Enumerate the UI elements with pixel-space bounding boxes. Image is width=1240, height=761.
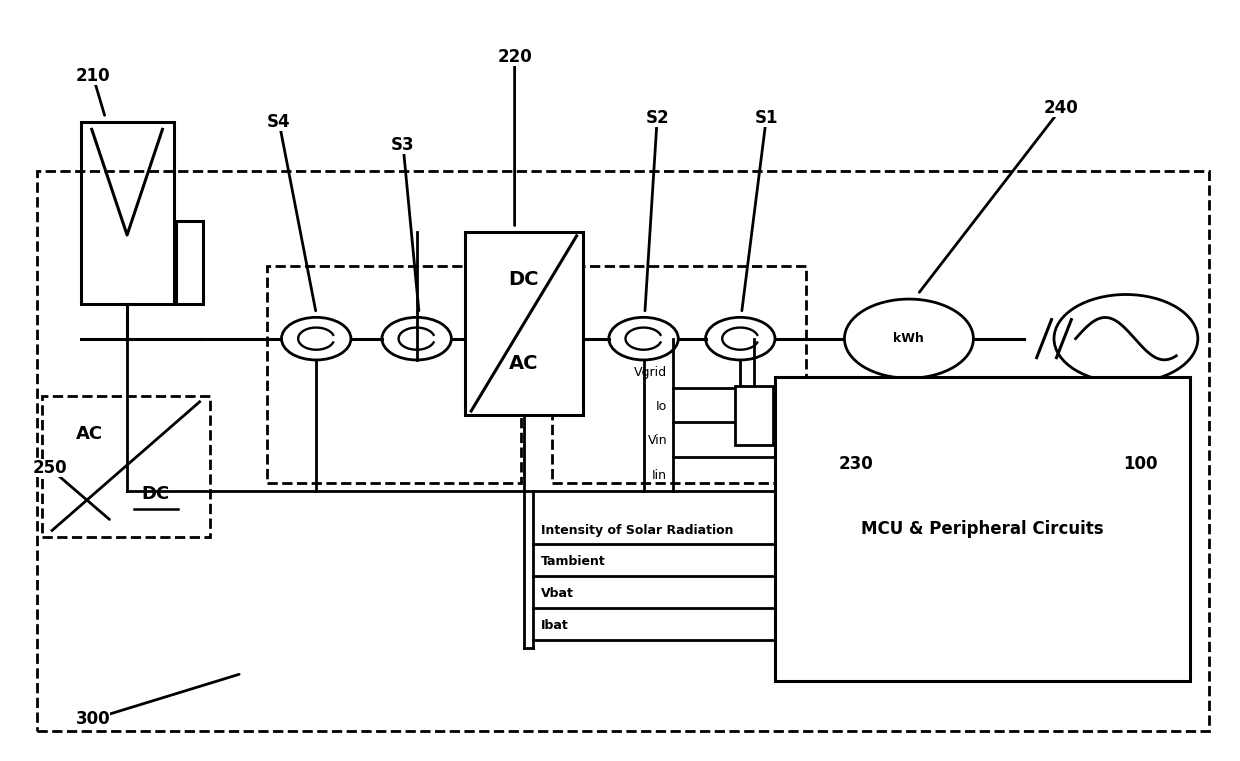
Text: Vbat: Vbat <box>541 587 574 600</box>
Text: S2: S2 <box>645 109 670 127</box>
Text: AC: AC <box>510 354 538 373</box>
Text: kWh: kWh <box>894 332 924 345</box>
Circle shape <box>1054 295 1198 383</box>
Bar <box>775 377 1190 681</box>
Bar <box>42 396 210 537</box>
Text: Intensity of Solar Radiation: Intensity of Solar Radiation <box>541 524 733 537</box>
Text: MCU & Peripheral Circuits: MCU & Peripheral Circuits <box>862 520 1104 538</box>
Text: 300: 300 <box>76 710 110 728</box>
Circle shape <box>844 299 973 378</box>
Text: DC: DC <box>141 486 170 503</box>
Text: 240: 240 <box>1044 99 1079 117</box>
Bar <box>176 221 203 304</box>
Bar <box>465 232 583 415</box>
Text: Tambient: Tambient <box>541 556 605 568</box>
Text: Vgrid: Vgrid <box>634 366 667 379</box>
Bar <box>552 266 806 483</box>
Text: AC: AC <box>76 425 103 443</box>
Text: Vin: Vin <box>647 435 667 447</box>
Text: 100: 100 <box>1123 455 1158 473</box>
Bar <box>267 266 521 483</box>
Bar <box>735 386 773 445</box>
Text: S4: S4 <box>267 113 291 131</box>
Text: Io: Io <box>656 400 667 413</box>
Text: S1: S1 <box>755 109 777 127</box>
Bar <box>37 171 1209 731</box>
Text: 230: 230 <box>838 455 873 473</box>
Text: 210: 210 <box>76 67 110 85</box>
Text: DC: DC <box>508 270 539 289</box>
Text: Iin: Iin <box>652 469 667 482</box>
Text: Ibat: Ibat <box>541 619 568 632</box>
Text: 250: 250 <box>32 459 67 477</box>
Text: 220: 220 <box>497 48 532 66</box>
Bar <box>81 122 174 304</box>
Text: S3: S3 <box>391 135 415 154</box>
